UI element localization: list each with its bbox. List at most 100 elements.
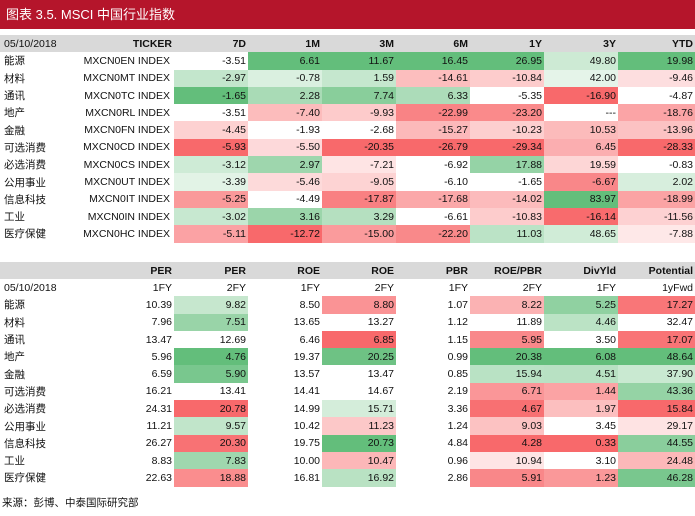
value-cell: 11.23 xyxy=(322,417,396,435)
column-header: ROE xyxy=(248,262,322,280)
value-cell: -18.99 xyxy=(618,190,695,208)
value-cell: 4.46 xyxy=(544,313,618,331)
value-cell: -17.87 xyxy=(322,190,396,208)
column-header: ROE/PBR xyxy=(470,262,544,280)
sector-name: 金融 xyxy=(4,368,25,381)
value-cell: -26.79 xyxy=(396,138,470,157)
msci-valuation-table: PER PER ROE ROE PBR ROE/PBR DivYld Potential 05/… xyxy=(0,262,695,487)
value-cell: 4.28 xyxy=(470,434,544,452)
ticker-cell: MXCN0RL INDEX xyxy=(85,106,170,119)
sector-name: 必选消费 xyxy=(4,159,46,172)
value-cell: 3.29 xyxy=(322,207,396,226)
value-cell: 10.94 xyxy=(470,451,544,470)
value-cell: -15.00 xyxy=(322,225,396,243)
value-cell: -0.83 xyxy=(669,158,693,171)
ticker-cell: MXCN0TC INDEX xyxy=(84,89,170,102)
value-cell: 2.02 xyxy=(618,173,695,191)
value-cell: 20.73 xyxy=(322,434,396,452)
value-cell: -7.40 xyxy=(248,104,322,122)
value-cell: 7.74 xyxy=(322,86,396,105)
value-cell: 19.59 xyxy=(544,156,618,174)
ticker-cell: MXCN0IN INDEX xyxy=(87,210,170,223)
column-subheader: 2FY xyxy=(522,281,542,294)
sector-name: 材料 xyxy=(4,316,25,329)
value-cell: 11.89 xyxy=(516,316,543,329)
value-cell: 12.69 xyxy=(219,333,246,346)
value-cell: -9.05 xyxy=(322,173,396,191)
table-header-row: PER PER ROE ROE PBR ROE/PBR DivYld Potential xyxy=(0,262,695,280)
sector-name: 信息科技 xyxy=(4,437,46,450)
column-header: 3M xyxy=(322,35,396,53)
value-cell: -3.51 xyxy=(222,54,246,67)
value-cell: 49.80 xyxy=(544,52,618,70)
value-cell: -9.46 xyxy=(618,69,695,87)
sector-name: 可选消费 xyxy=(4,385,46,398)
value-cell: -5.50 xyxy=(248,138,322,157)
sector-name: 能源 xyxy=(4,55,25,68)
value-cell: --- xyxy=(605,106,617,119)
column-subheader: 2FY xyxy=(226,281,246,294)
value-cell: -10.23 xyxy=(470,121,544,139)
date-label: 05/10/2018 xyxy=(0,35,58,53)
value-cell: -9.93 xyxy=(322,104,396,122)
column-header: ROE xyxy=(322,262,396,280)
column-header: 6M xyxy=(396,35,470,53)
column-header: 3Y xyxy=(544,35,618,53)
column-subheader: 2FY xyxy=(374,281,394,294)
column-header: TICKER xyxy=(58,35,174,53)
value-cell: 0.96 xyxy=(447,454,468,467)
sector-name: 信息科技 xyxy=(4,193,46,206)
table-row: 地产 MXCN0RL INDEX -3.51 -7.40 -9.93 -22.99 -23.… xyxy=(0,104,695,122)
table-row: 信息科技 MXCN0IT INDEX -5.25 -4.49 -17.87 -17.68-… xyxy=(0,190,695,208)
table-row: 工业 MXCN0IN INDEX -3.02 3.16 3.29 -6.61 -10.83-… xyxy=(0,207,695,226)
value-cell: 3.50 xyxy=(595,333,616,346)
value-cell: -1.65 xyxy=(174,86,248,105)
ticker-cell: MXCN0IT INDEX xyxy=(89,193,170,206)
value-cell: 16.45 xyxy=(396,52,470,70)
column-header: Potential xyxy=(618,262,695,280)
value-cell: 17.07 xyxy=(618,330,695,349)
value-cell: -0.78 xyxy=(248,69,322,87)
value-cell: -15.27 xyxy=(396,121,470,139)
value-cell: -29.34 xyxy=(470,138,544,157)
value-cell: 9.57 xyxy=(174,417,248,435)
table-row: 材料 7.96 7.51 13.65 13.27 1.12 11.89 4.46 32.47 xyxy=(0,313,695,331)
value-cell: -28.33 xyxy=(618,138,695,157)
value-cell: 10.00 xyxy=(293,454,320,467)
value-cell: 10.53 xyxy=(544,121,618,139)
value-cell: 1.12 xyxy=(447,316,468,329)
msci-index-returns-table: 05/10/2018 TICKER 7D 1M 3M 6M 1Y 3Y YTD 能源 MXCN0EN… xyxy=(0,35,695,243)
value-cell: -6.10 xyxy=(444,176,468,189)
value-cell: -14.61 xyxy=(396,69,470,87)
value-cell: 3.36 xyxy=(447,402,468,415)
value-cell: 4.67 xyxy=(470,400,544,418)
value-cell: 8.83 xyxy=(151,454,172,467)
ticker-cell: MXCN0UT INDEX xyxy=(84,176,170,189)
ticker-cell: MXCN0CD INDEX xyxy=(83,141,170,154)
value-cell: 20.38 xyxy=(470,348,544,366)
value-cell: 0.99 xyxy=(447,350,468,363)
value-cell: 6.85 xyxy=(322,330,396,349)
value-cell: -7.21 xyxy=(322,156,396,174)
sector-name: 医疗保健 xyxy=(4,228,46,241)
column-subheader: 1FY xyxy=(152,281,172,294)
column-header: PER xyxy=(58,262,174,280)
column-subheader: 1FY xyxy=(300,281,320,294)
value-cell: 11.21 xyxy=(146,420,173,433)
value-cell: 16.21 xyxy=(145,385,172,398)
value-cell: 13.41 xyxy=(219,385,246,398)
value-cell: 13.65 xyxy=(293,316,320,329)
value-cell: -17.68 xyxy=(396,190,470,208)
value-cell: 16.81 xyxy=(293,471,320,484)
table-row: 公用事业 MXCN0UT INDEX -3.39 -5.46 -9.05 -6.10 -1.… xyxy=(0,173,695,191)
value-cell: 2.19 xyxy=(447,385,468,398)
value-cell: -20.35 xyxy=(322,138,396,157)
column-header: PBR xyxy=(396,262,470,280)
value-cell: -4.45 xyxy=(174,121,248,139)
value-cell: 4.51 xyxy=(544,365,618,383)
value-cell: -3.39 xyxy=(174,173,248,191)
value-cell: 37.90 xyxy=(618,365,695,383)
date-label: 05/10/2018 xyxy=(4,281,57,294)
value-cell: -4.49 xyxy=(296,193,320,206)
value-cell: 13.27 xyxy=(367,316,394,329)
